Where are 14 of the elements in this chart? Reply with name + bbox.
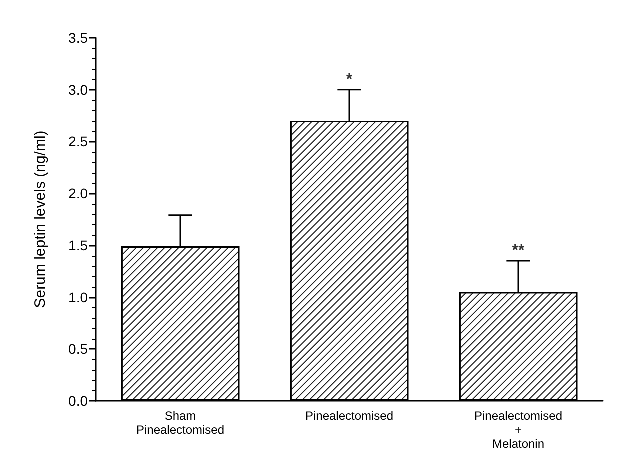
annotation: * bbox=[346, 71, 354, 88]
y-tick-label: 1.5 bbox=[68, 237, 88, 254]
x-tick-label: Pinealectomised bbox=[305, 409, 394, 423]
y-tick-label: 0.0 bbox=[68, 393, 88, 409]
y-tick-label: 1.0 bbox=[68, 289, 88, 306]
y-tick-label: 3.5 bbox=[68, 30, 88, 46]
y-tick-label: 0.5 bbox=[68, 341, 88, 358]
x-tick-label: Sham Pinealectomised bbox=[136, 409, 225, 437]
x-tick-label: Pinealectomised + Melatonin bbox=[474, 409, 563, 451]
y-tick-label: 2.5 bbox=[68, 134, 88, 150]
y-tick-label: 3.0 bbox=[68, 82, 88, 98]
y-tick-label: 2.0 bbox=[68, 186, 88, 202]
y-axis-title: Serum leptin levels (ng/ml) bbox=[32, 130, 49, 308]
annotation: ** bbox=[512, 242, 526, 260]
